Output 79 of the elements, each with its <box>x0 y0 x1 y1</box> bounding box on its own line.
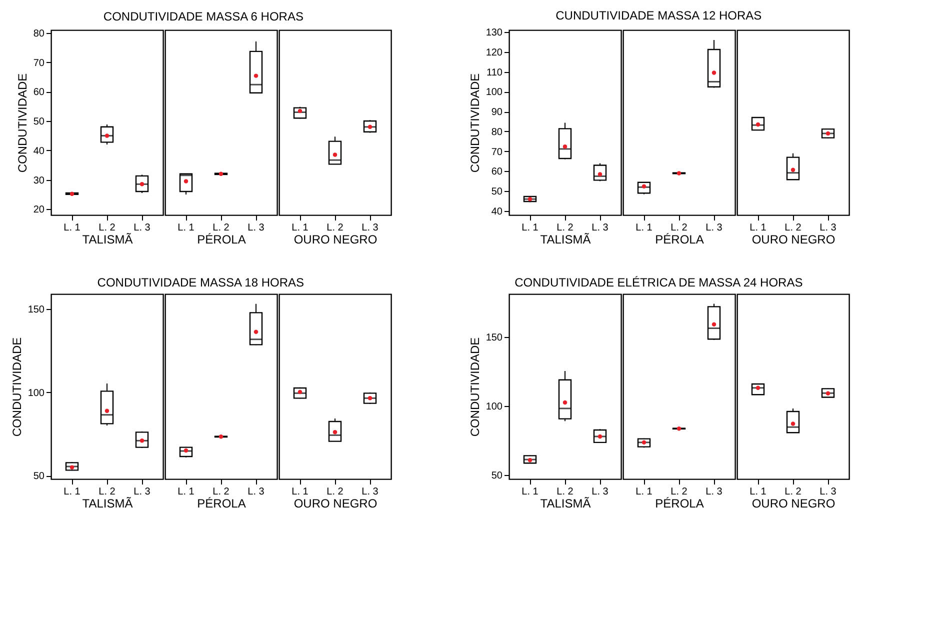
x-tick-label: L. 1 <box>64 222 81 234</box>
x-axis-title: TALISMÃ <box>540 232 591 246</box>
x-tick-label: L. 3 <box>592 222 609 234</box>
y-tick-label: 150 <box>486 332 503 344</box>
x-tick-label: L. 3 <box>134 222 151 234</box>
x-tick-label: L. 3 <box>362 486 379 498</box>
y-tick-label: 40 <box>33 146 45 157</box>
x-tick-label: L. 1 <box>178 486 195 498</box>
x-tick-label: L. 2 <box>326 222 344 234</box>
x-axis-title: PÉROLA <box>655 232 704 246</box>
x-axis-title: OURO NEGRO <box>752 232 836 246</box>
y-tick-label: 50 <box>491 186 503 198</box>
x-tick-label: L. 1 <box>292 222 309 234</box>
x-tick-label: L. 1 <box>636 222 653 234</box>
x-tick-label: L. 3 <box>362 222 379 234</box>
y-tick-label: 50 <box>33 471 45 482</box>
y-tick-label: 60 <box>33 87 45 98</box>
y-tick-label: 100 <box>28 388 45 399</box>
y-tick-label: 70 <box>33 58 45 69</box>
y-tick-label: 120 <box>486 47 503 58</box>
x-tick-label: L. 3 <box>820 486 837 498</box>
y-axis-title: CONDUTIVIDADE <box>468 73 482 173</box>
x-tick-label: L. 2 <box>556 222 574 234</box>
y-tick-label: 90 <box>491 107 503 118</box>
x-axis-title: PÉROLA <box>197 232 246 246</box>
x-axis-title: TALISMÃ <box>82 232 133 246</box>
y-tick-label: 30 <box>33 175 45 186</box>
x-tick-label: L. 1 <box>292 486 309 498</box>
text: CONDUTIVIDADE ELÉTRICA DE MASSA 24 HORAS <box>514 275 803 290</box>
y-tick-label: 40 <box>491 206 503 218</box>
x-axis-title: PÉROLA <box>655 496 704 510</box>
x-tick-label: L. 2 <box>326 486 344 498</box>
x-tick-label: L. 2 <box>98 486 116 498</box>
x-tick-label: L. 3 <box>706 222 723 234</box>
x-axis-title: OURO NEGRO <box>294 496 378 510</box>
x-tick-label: L. 1 <box>522 486 539 498</box>
x-tick-label: L. 2 <box>212 222 230 234</box>
y-tick-label: 150 <box>28 304 45 316</box>
x-tick-label: L. 2 <box>98 222 116 234</box>
x-axis-title: TALISMÃ <box>540 496 591 510</box>
y-tick-label: 130 <box>486 27 503 38</box>
x-tick-label: L. 3 <box>706 486 723 498</box>
x-axis-title: OURO NEGRO <box>752 496 836 510</box>
y-tick-label: 110 <box>486 67 503 78</box>
x-tick-label: L. 2 <box>556 486 574 498</box>
x-tick-label: L. 3 <box>248 222 265 234</box>
y-tick-label: 20 <box>33 204 45 216</box>
text: CUNDUTIVIDADE MASSA 12 HORAS <box>556 8 762 22</box>
y-tick-label: 50 <box>33 116 45 128</box>
y-axis-title: CONDUTIVIDADE <box>15 73 30 173</box>
y-tick-label: 60 <box>491 166 503 178</box>
x-tick-label: L. 1 <box>636 486 653 498</box>
x-tick-label: L. 2 <box>670 222 688 234</box>
x-tick-label: L. 1 <box>64 486 81 498</box>
x-tick-label: L. 2 <box>670 486 688 498</box>
y-axis-title: CONDUTIVIDADE <box>10 337 24 437</box>
x-tick-label: L. 2 <box>784 486 802 498</box>
y-tick-label: 50 <box>491 470 503 482</box>
x-axis-title: TALISMÃ <box>82 496 133 510</box>
x-tick-label: L. 1 <box>522 222 539 234</box>
x-tick-label: L. 1 <box>750 222 767 234</box>
x-axis-title: OURO NEGRO <box>294 232 378 246</box>
text: CONDUTIVIDADE MASSA 6 HORAS <box>103 9 304 24</box>
x-tick-label: L. 3 <box>820 222 837 234</box>
y-tick-label: 70 <box>491 146 503 158</box>
x-tick-label: L. 1 <box>178 222 195 234</box>
x-tick-label: L. 3 <box>592 486 609 498</box>
x-tick-label: L. 2 <box>212 486 230 498</box>
x-tick-label: L. 2 <box>784 222 802 234</box>
x-axis-title: PÉROLA <box>197 496 246 510</box>
x-tick-label: L. 3 <box>134 486 151 498</box>
x-tick-label: L. 1 <box>750 486 767 498</box>
text: CONDUTIVIDADE MASSA 18 HORAS <box>97 275 304 290</box>
y-tick-label: 100 <box>486 87 503 98</box>
y-axis-title: CONDUTIVIDADE <box>468 337 482 437</box>
y-tick-label: 100 <box>486 401 503 412</box>
x-tick-label: L. 3 <box>248 486 265 498</box>
y-tick-label: 80 <box>491 126 503 138</box>
y-tick-label: 80 <box>33 28 45 40</box>
